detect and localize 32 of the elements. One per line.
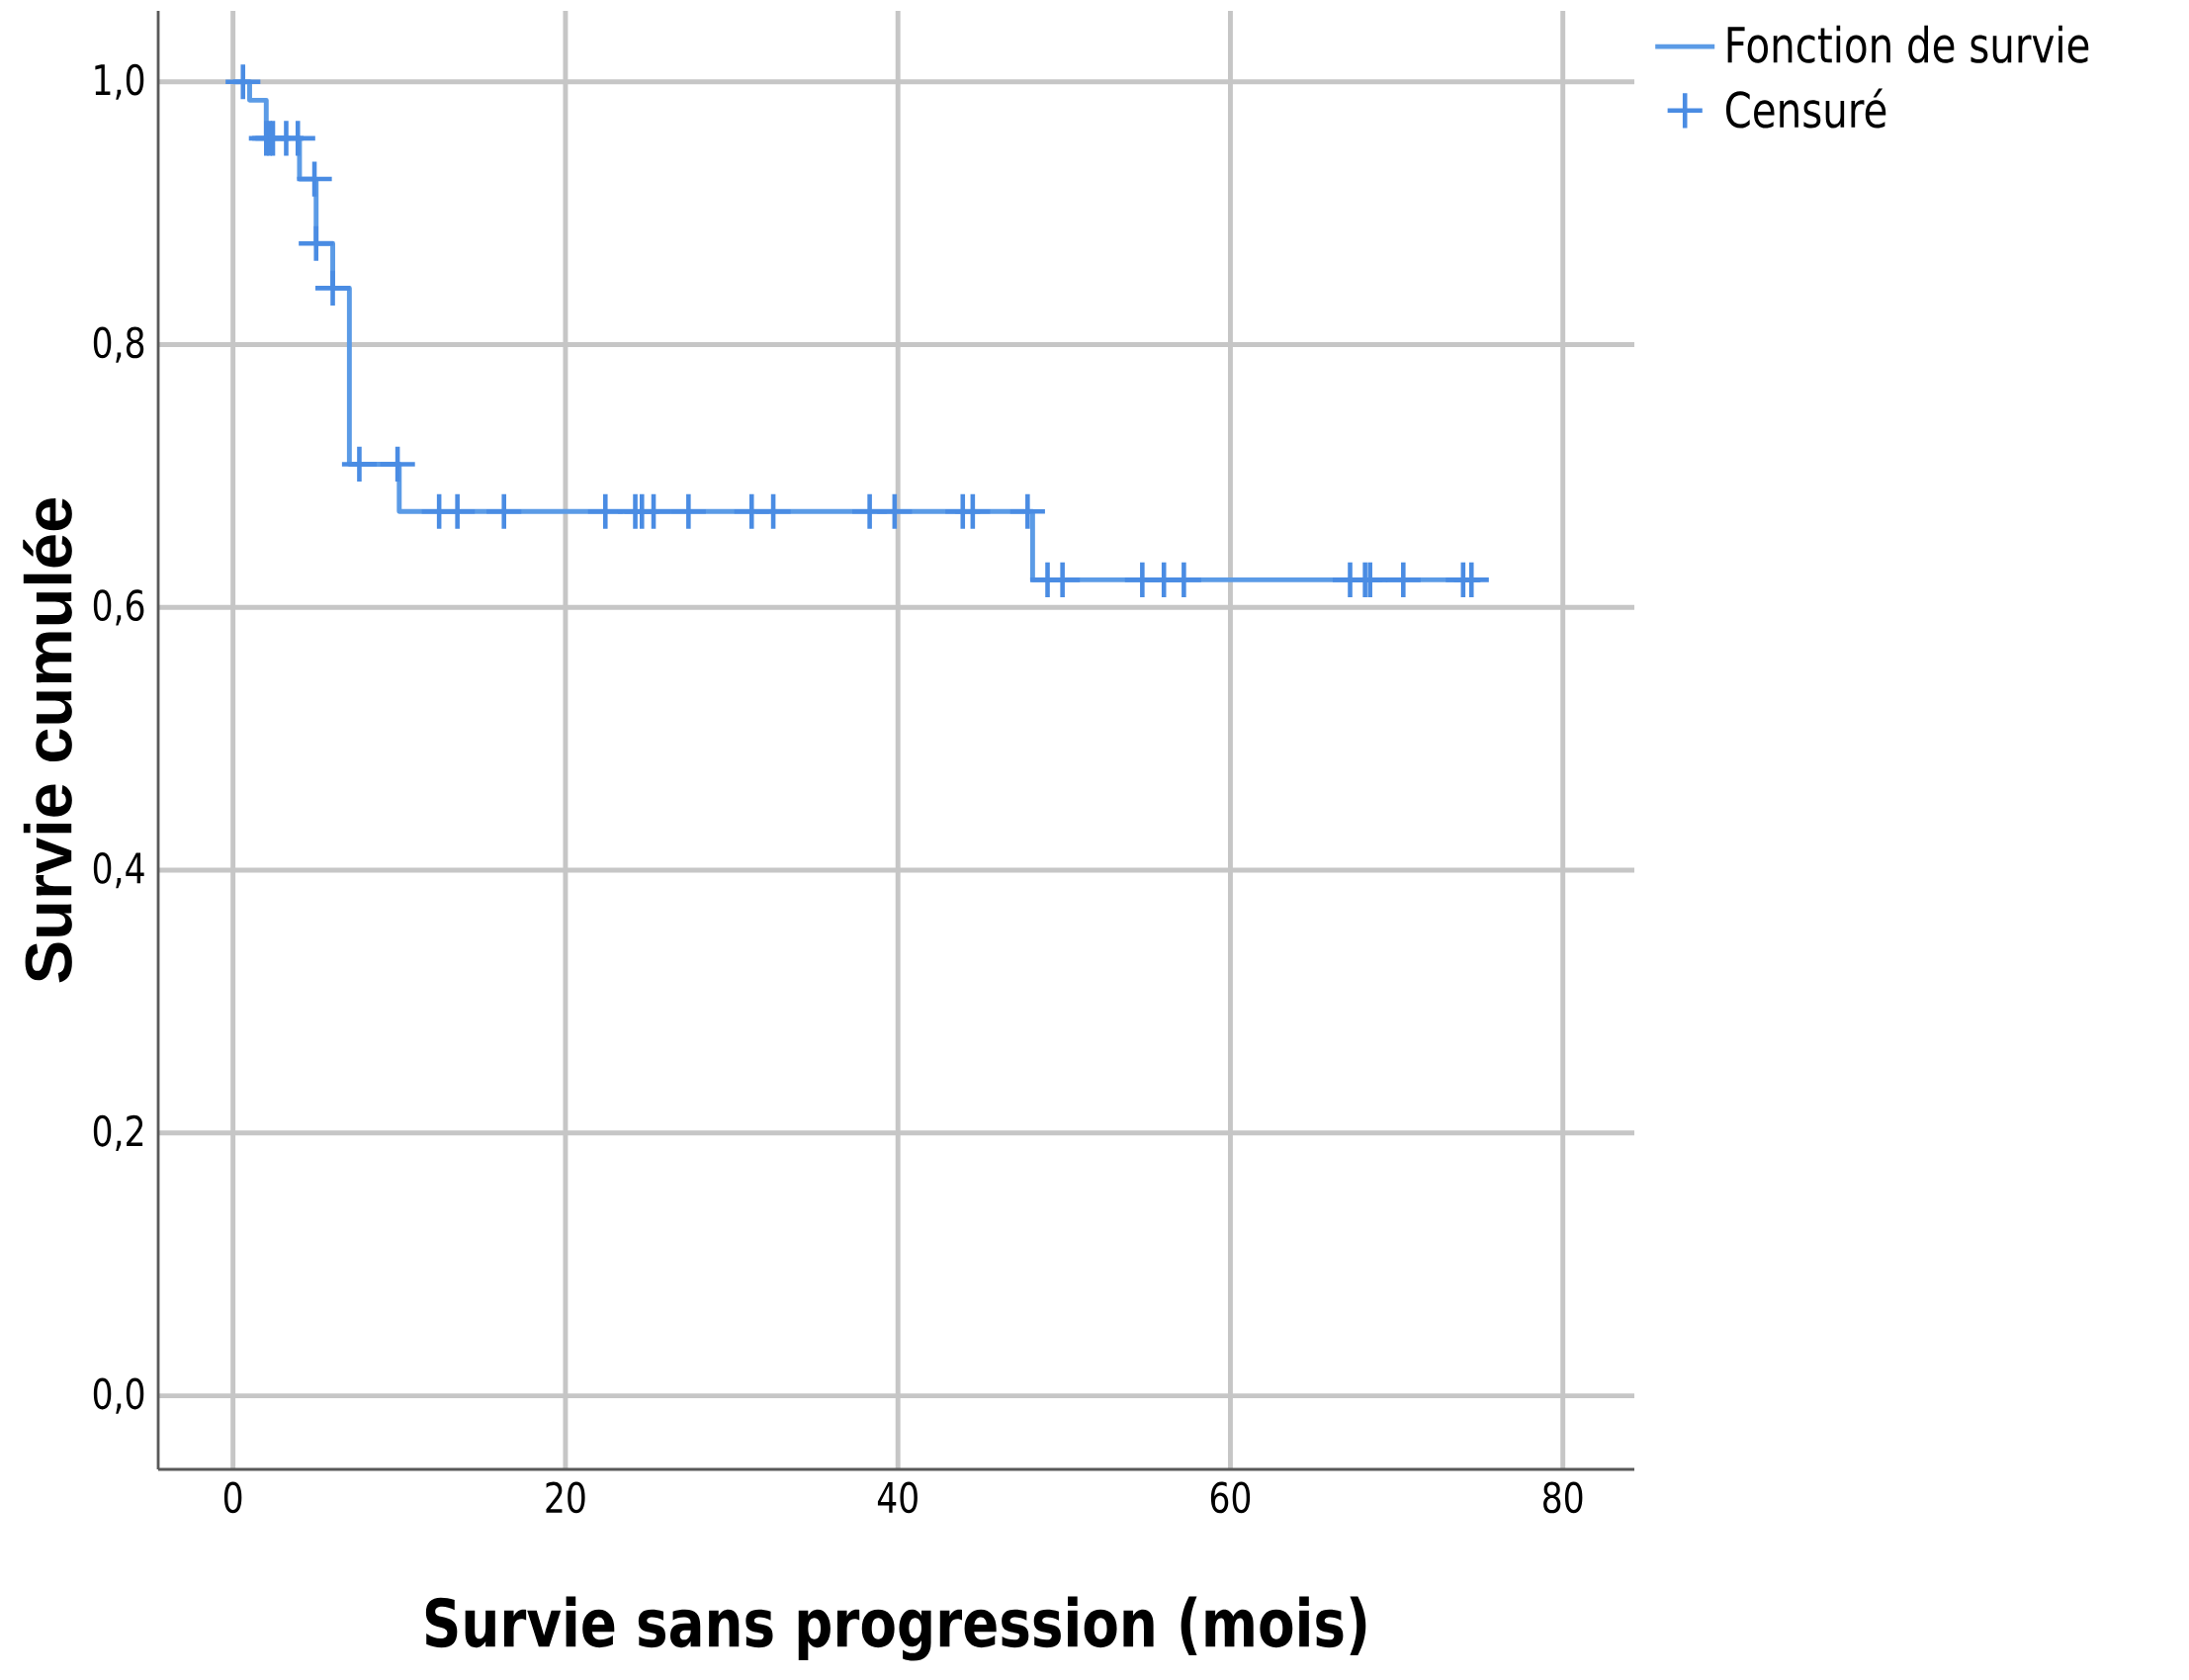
y-tick-label: 0,0 [93, 1377, 144, 1414]
legend-label: Censuré [1725, 88, 1886, 129]
point [1385, 562, 1421, 597]
x-tick-label: 20 [546, 1481, 585, 1514]
point [877, 493, 913, 529]
y-tick-label: 0,8 [93, 326, 144, 363]
y-tick-label: 0,6 [93, 589, 144, 626]
x-axis-title: Survie sans progression (mois) [425, 1596, 1366, 1661]
point [225, 64, 261, 100]
point [1453, 562, 1489, 597]
point [299, 225, 334, 261]
point [486, 493, 522, 529]
point [955, 493, 991, 529]
point [755, 493, 791, 529]
point [636, 493, 671, 529]
y-tick-label: 0,4 [93, 851, 144, 889]
x-tick-label: 40 [877, 1481, 918, 1514]
y-axis-title: Survie cumulée [23, 498, 72, 983]
point [1009, 493, 1045, 529]
y-tick-label: 1,0 [95, 63, 144, 100]
point [670, 493, 706, 529]
point [280, 121, 315, 156]
point [1166, 562, 1201, 597]
x-tick-label: 80 [1543, 1481, 1583, 1514]
point [314, 270, 351, 306]
y-tick-label: 0,2 [93, 1114, 143, 1151]
point [440, 493, 476, 529]
legend-label: Fonction de survie [1727, 25, 2089, 63]
x-tick-label: 0 [223, 1481, 242, 1514]
point [380, 446, 415, 483]
x-tick-label: 60 [1210, 1481, 1251, 1514]
point [341, 446, 378, 483]
